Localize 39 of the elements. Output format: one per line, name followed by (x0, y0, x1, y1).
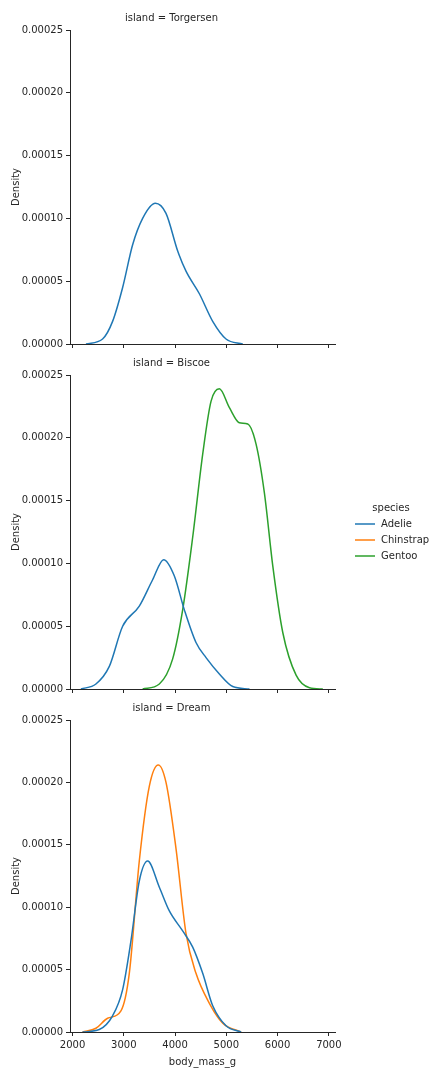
line-series (81, 860, 242, 1032)
y-axis-title: Density (9, 167, 21, 207)
y-tick-label: 0.00025 (21, 713, 63, 725)
line-series (85, 202, 244, 344)
y-tick-label: 0.00000 (21, 1025, 63, 1037)
x-tick-label: 5000 (213, 1038, 240, 1050)
y-tick-label: 0.00025 (21, 368, 63, 380)
chart-title: island = Dream (132, 701, 211, 713)
legend-title: species (372, 501, 410, 513)
x-tick-label: 7000 (316, 1038, 342, 1050)
chart-title: island = Biscoe (133, 356, 210, 368)
y-tick-label: 0.00020 (21, 86, 63, 98)
legend-label: Adelie (381, 517, 412, 529)
y-axis-title: Density (9, 512, 21, 552)
x-tick-label: 3000 (111, 1038, 137, 1050)
y-tick-label: 0.00020 (21, 775, 63, 787)
y-tick-label: 0.00010 (21, 556, 63, 568)
y-tick-label: 0.00020 (21, 431, 63, 443)
y-tick-label: 0.00010 (21, 900, 63, 912)
x-tick-label: 2000 (59, 1038, 86, 1050)
y-tick-label: 0.00005 (21, 274, 63, 286)
x-tick-label: 6000 (264, 1038, 291, 1050)
y-tick-label: 0.00010 (21, 211, 63, 223)
y-tick-label: 0.00025 (21, 23, 63, 35)
line-series (80, 558, 251, 689)
y-tick-label: 0.00005 (21, 963, 63, 975)
x-axis-title: body_mass_g (168, 1055, 237, 1068)
line-series (141, 388, 324, 689)
y-tick-label: 0.00015 (21, 149, 63, 161)
y-axis-title: Density (9, 856, 21, 896)
y-tick-label: 0.00005 (21, 619, 63, 631)
legend-label: Gentoo (381, 549, 418, 561)
y-tick-label: 0.00015 (21, 838, 63, 850)
y-tick-label: 0.00000 (21, 682, 63, 694)
chart-title: island = Torgersen (124, 11, 219, 23)
legend-label: Chinstrap (381, 533, 430, 545)
y-tick-label: 0.00000 (21, 337, 63, 349)
y-tick-label: 0.00015 (21, 494, 63, 506)
x-tick-label: 4000 (162, 1038, 188, 1050)
